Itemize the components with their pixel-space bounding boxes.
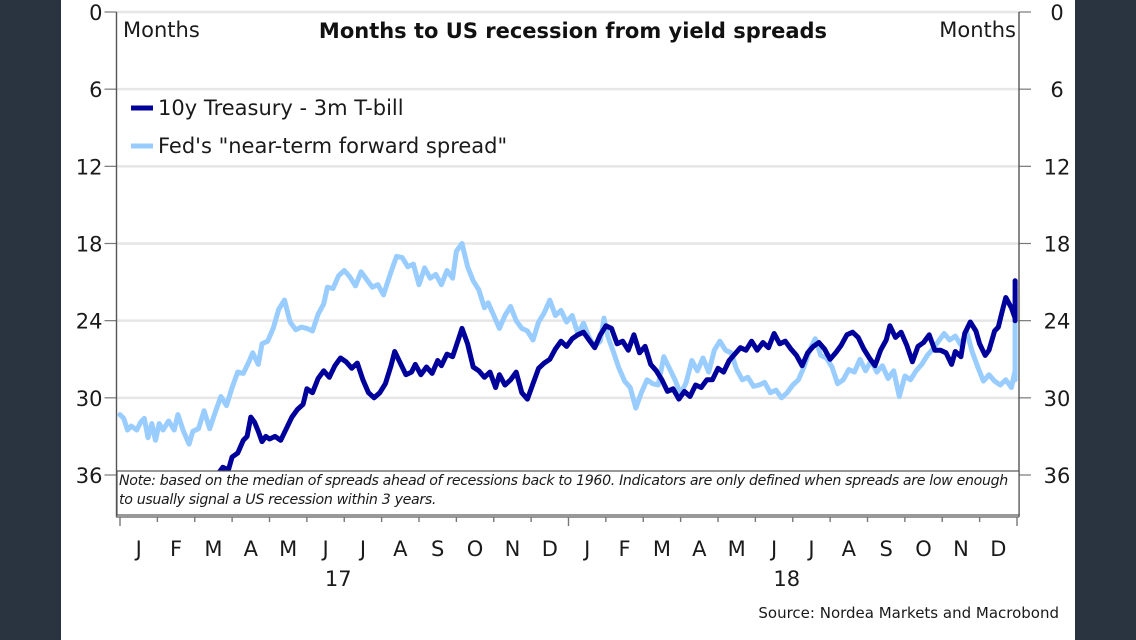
y-unit-right: Months [939,18,1016,42]
y-tick-label-right: 18 [1044,233,1071,257]
x-year-label: 17 [325,567,352,591]
chart-source: Source: Nordea Markets and Macrobond [758,604,1059,622]
x-axis-ticks [119,517,1018,526]
x-tick-label: J [320,537,328,561]
x-tick-label: M [728,537,746,561]
y-tick-label-right: 36 [1044,464,1071,488]
x-tick-label: N [505,537,521,561]
series-line-10y-3m-spread [214,278,1018,478]
x-tick-label: J [582,537,590,561]
x-tick-label: J [134,537,142,561]
chart-note: Note: based on the median of spreads ahe… [119,473,1008,508]
y-tick-label-left: 36 [76,464,103,488]
x-tick-label: A [842,537,857,561]
legend-label-fed-forward: Fed's "near-term forward spread" [158,134,507,158]
x-year-label: 18 [773,567,800,591]
x-tick-label: D [990,537,1006,561]
note-container: Note: based on the median of spreads ahe… [119,473,1008,508]
x-tick-label: O [915,537,932,561]
x-tick-label: D [542,537,558,561]
y-tick-label-right: 6 [1050,78,1063,102]
x-tick-label: F [619,537,631,561]
y-tick-label-right: 12 [1044,155,1071,179]
y-tick-label-right: 0 [1050,1,1063,25]
y-tick-label-right: 24 [1044,310,1071,334]
x-tick-label: J [806,537,814,561]
plot-area [117,241,1018,478]
chart-title: Months to US recession from yield spread… [319,19,827,43]
x-tick-label: M [279,537,297,561]
x-tick-label: S [431,537,444,561]
x-tick-label: A [244,537,259,561]
x-tick-label: A [393,537,408,561]
x-tick-label: F [170,537,182,561]
x-tick-label: J [358,537,366,561]
legend-item-10y-3m: 10y Treasury - 3m T-bill [131,96,404,120]
x-axis-year-labels: 17 18 [325,567,800,591]
x-tick-label: N [953,537,969,561]
y-axis-left: 0 6 12 18 24 30 36 [76,1,117,488]
y-tick-label-left: 18 [76,233,103,257]
x-tick-label: S [880,537,893,561]
legend-item-fed-forward: Fed's "near-term forward spread" [131,134,507,158]
note-box [116,470,1020,516]
y-tick-label-right: 30 [1044,387,1071,411]
x-tick-label: O [467,537,484,561]
y-tick-label-left: 24 [76,310,103,334]
x-tick-label: J [769,537,777,561]
legend-label-10y-3m: 10y Treasury - 3m T-bill [158,96,404,120]
legend: 10y Treasury - 3m T-bill Fed's "near-ter… [131,96,507,158]
y-tick-label-left: 0 [89,1,102,25]
x-tick-label: M [204,537,222,561]
y-tick-label-left: 30 [76,387,103,411]
y-tick-label-left: 6 [89,78,102,102]
y-axis-right: 0 6 12 18 24 30 36 [1019,1,1070,488]
x-tick-label: M [653,537,671,561]
y-unit-left: Months [123,18,200,42]
gridlines [116,10,1019,477]
x-tick-label: A [692,537,707,561]
y-tick-label-left: 12 [76,155,103,179]
